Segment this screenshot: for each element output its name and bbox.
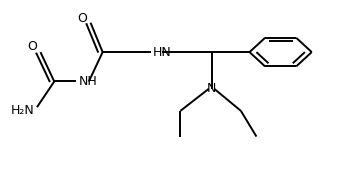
Text: HN: HN: [153, 46, 171, 59]
Text: O: O: [27, 40, 37, 53]
Text: N: N: [207, 82, 216, 95]
Text: NH: NH: [79, 75, 98, 88]
Text: O: O: [78, 12, 87, 25]
Text: H₂N: H₂N: [10, 104, 34, 117]
